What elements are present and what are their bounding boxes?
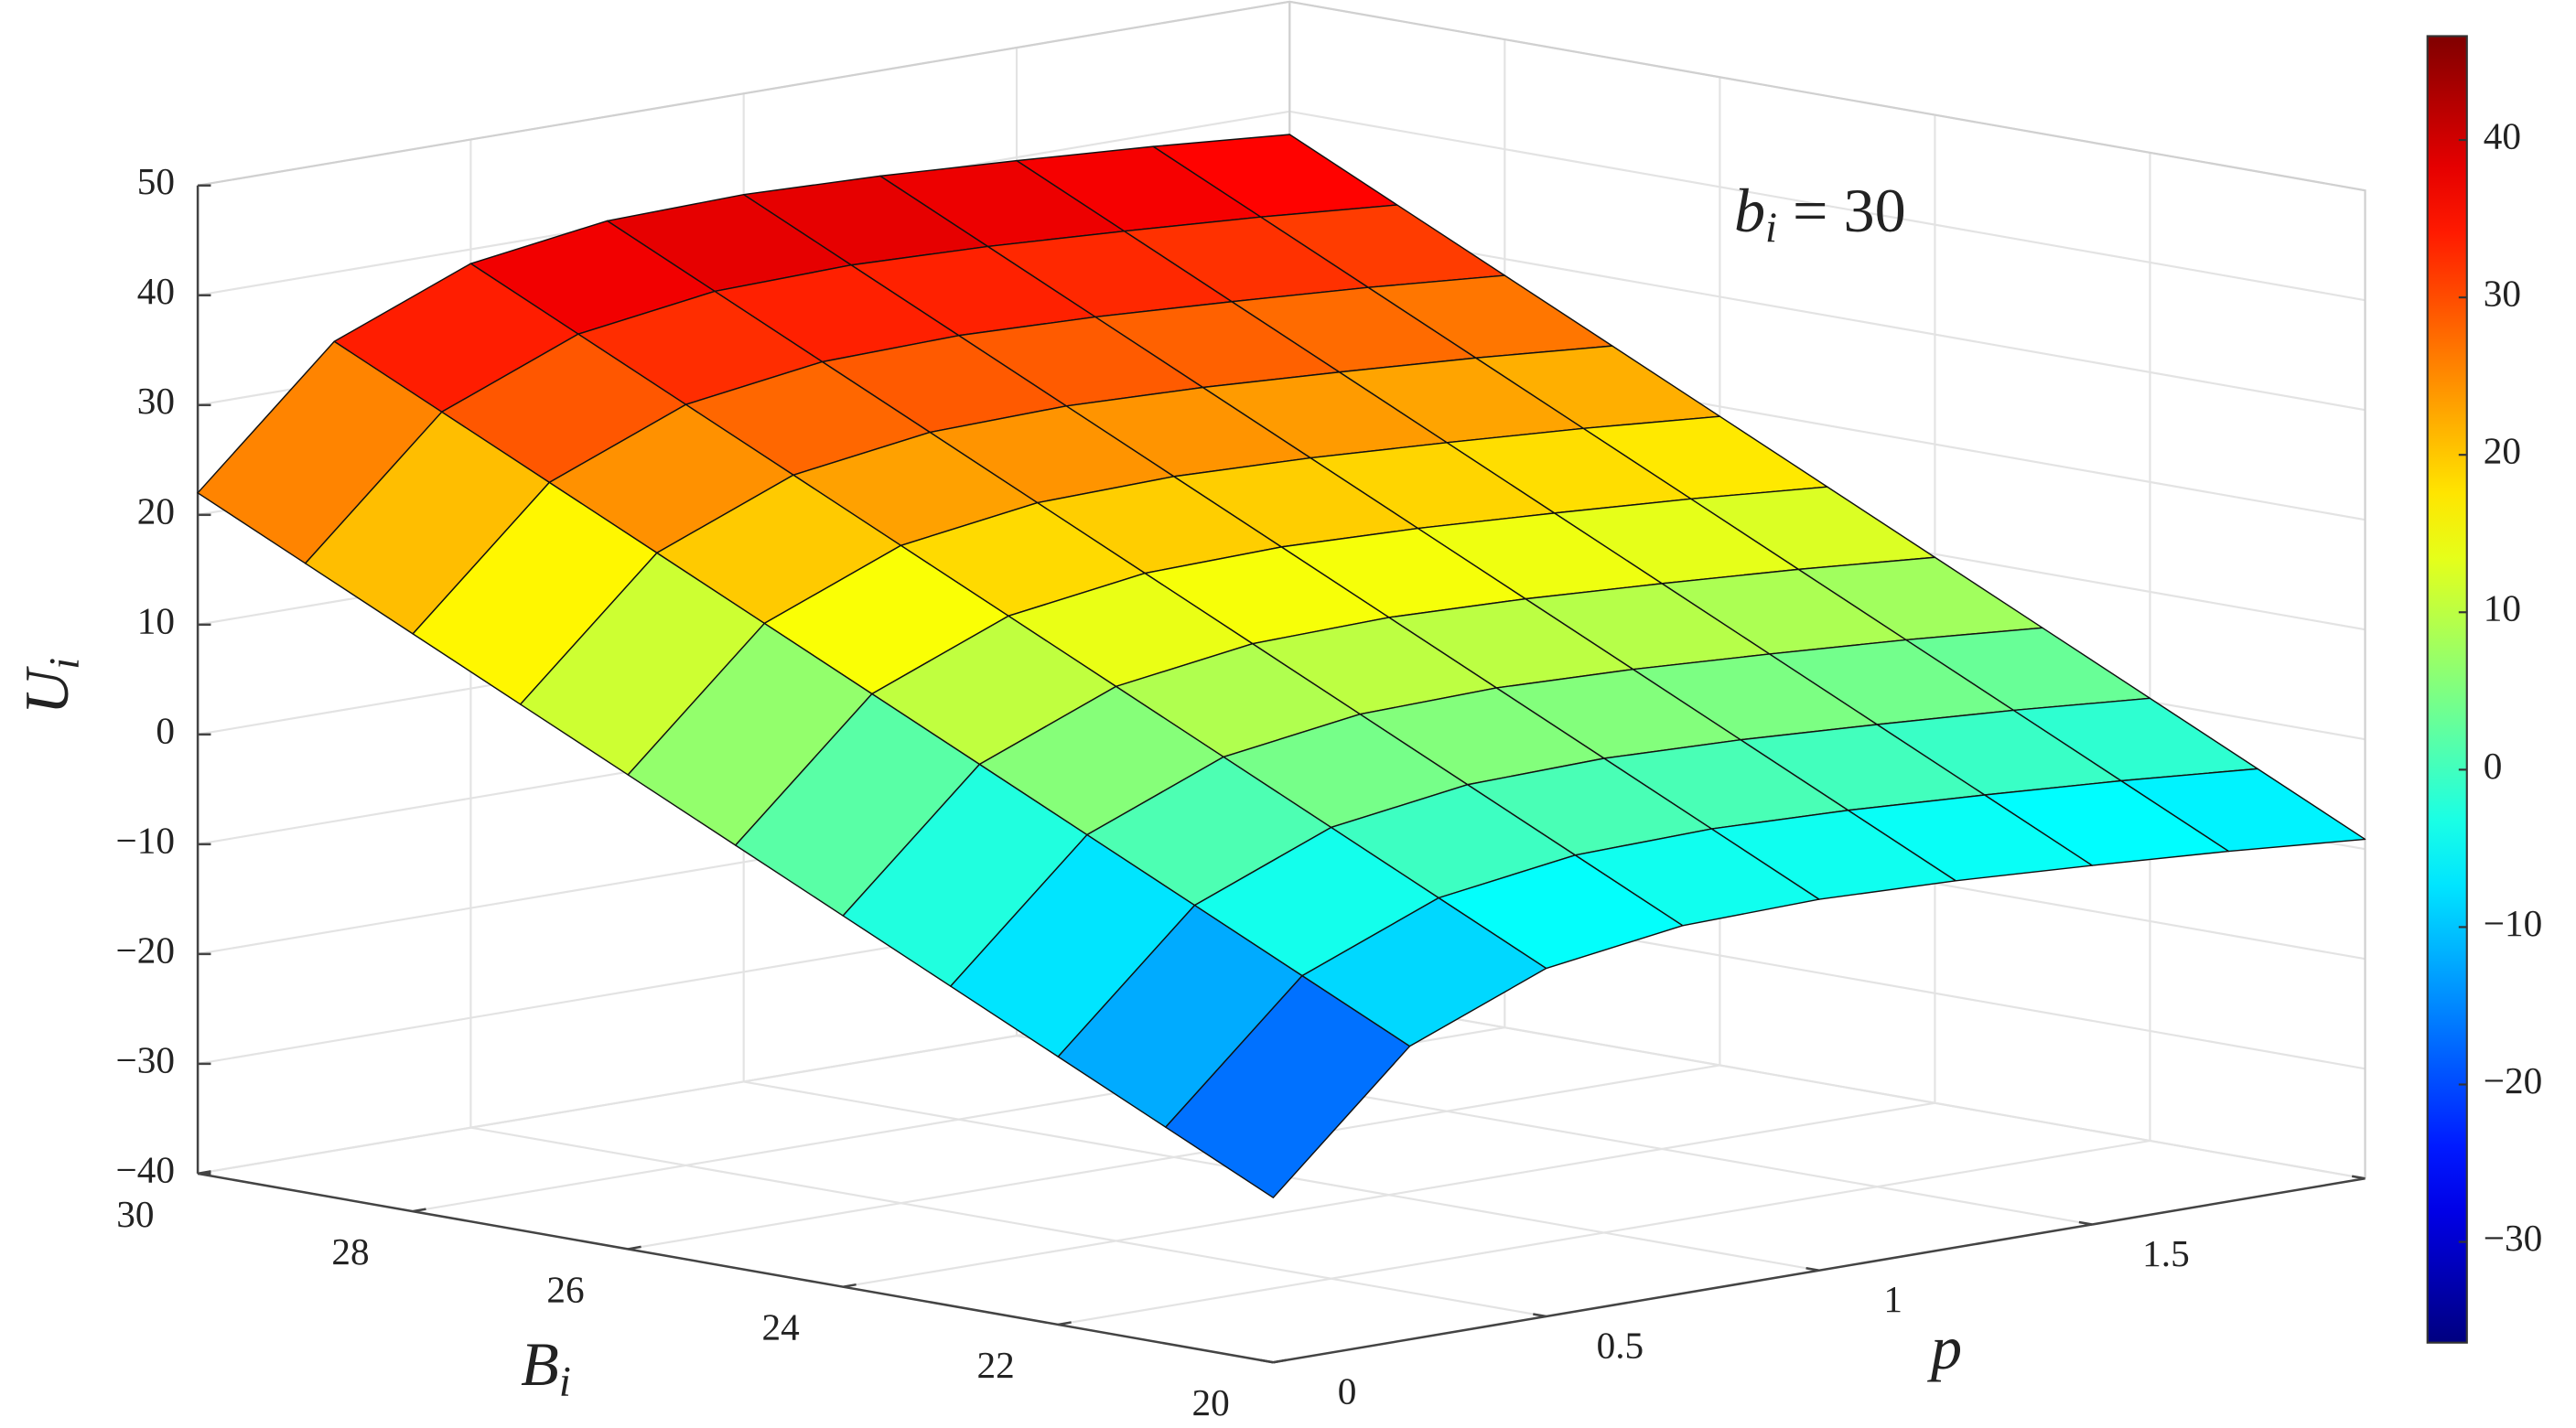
colorbar-tick-label: −20 — [2484, 1059, 2543, 1101]
colorbar — [2426, 35, 2468, 1344]
x-tick — [843, 1283, 857, 1288]
y-tick — [2351, 1175, 2366, 1180]
z-tick-label: −10 — [115, 819, 175, 861]
x-tick-label: 20 — [1192, 1381, 1230, 1423]
annotation-sub: i — [1765, 204, 1777, 252]
x-axis — [197, 1172, 1274, 1364]
x-tick — [197, 1170, 211, 1176]
colorbar-tick-label: 10 — [2484, 587, 2521, 629]
z-tick-label: 40 — [137, 270, 175, 312]
y-tick — [1805, 1267, 1820, 1272]
x-tick-label: 28 — [331, 1230, 369, 1272]
z-tick-label: −30 — [115, 1038, 175, 1080]
x-axis-label-base: B — [521, 1329, 559, 1399]
y-tick — [1259, 1358, 1274, 1364]
annotation-rest: = 30 — [1777, 175, 1906, 244]
z-tick-label: 20 — [137, 489, 175, 531]
y-axis-label: p — [1927, 1313, 1962, 1382]
y-tick-label: 1.5 — [2142, 1232, 2190, 1274]
colorbar-tick-label: 0 — [2484, 745, 2503, 787]
annotation: bi = 30 — [1734, 175, 1906, 251]
x-tick — [1273, 1358, 1287, 1364]
y-tick-label: 0.5 — [1597, 1324, 1644, 1366]
z-tick-label: −20 — [115, 929, 175, 971]
colorbar-tick-label: 30 — [2484, 273, 2521, 315]
z-tick-label: 30 — [137, 380, 175, 422]
z-tick-label: 10 — [137, 599, 175, 641]
x-tick — [1058, 1321, 1072, 1326]
z-axis-label: Ui — [12, 658, 88, 714]
x-tick-label: 26 — [546, 1268, 584, 1310]
y-tick — [1533, 1313, 1547, 1318]
y-tick — [2078, 1220, 2093, 1226]
x-axis-label: Bi — [521, 1329, 571, 1405]
colorbar-tick-label: −10 — [2484, 902, 2543, 944]
x-tick — [627, 1245, 641, 1251]
y-tick-label: 1 — [1883, 1278, 1902, 1320]
surface-patch — [1165, 974, 1411, 1198]
z-tick-label: −40 — [115, 1148, 175, 1190]
box-edge — [197, 0, 2366, 1179]
y-tick-label: 0 — [1338, 1370, 1357, 1412]
z-axis-label-sub: i — [40, 658, 88, 670]
x-tick-label: 30 — [116, 1193, 154, 1235]
z-axis-label-base: U — [12, 666, 81, 714]
colorbar-tick-label: 40 — [2484, 115, 2521, 157]
annotation-base: b — [1734, 175, 1765, 244]
colorbar-tick-label: 20 — [2484, 430, 2521, 472]
x-axis-label-sub: i — [559, 1358, 571, 1405]
x-tick-label: 24 — [761, 1306, 799, 1348]
y-axis-label-base: p — [1927, 1313, 1962, 1382]
x-tick-label: 22 — [976, 1344, 1014, 1386]
colorbar-tick-label: −30 — [2484, 1217, 2543, 1259]
z-tick-label: 50 — [137, 160, 175, 202]
z-tick-label: 0 — [156, 709, 175, 751]
x-tick — [412, 1208, 426, 1213]
